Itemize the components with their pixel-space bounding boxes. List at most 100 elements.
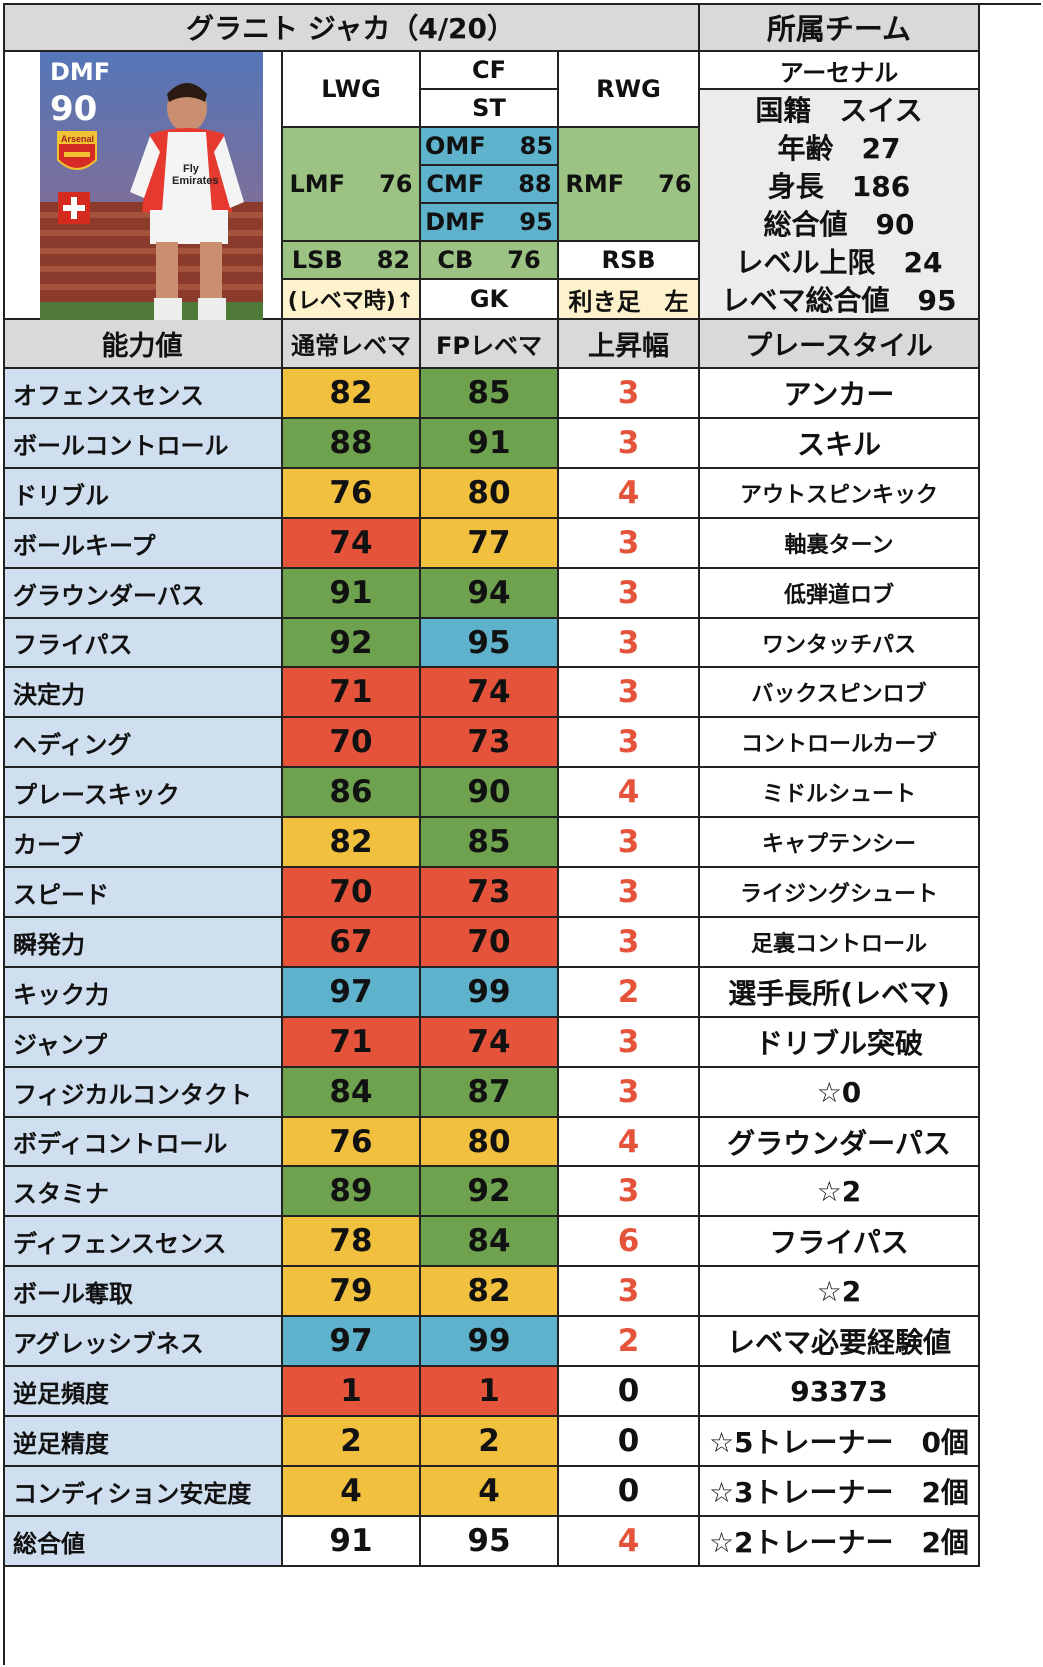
stat-fp-max: 2	[421, 1417, 559, 1467]
stat-increase: 3	[559, 818, 700, 868]
stat-fp-max: 1	[421, 1367, 559, 1417]
stat-fp-max: 73	[421, 868, 559, 918]
stat-fp-max: 85	[421, 818, 559, 868]
stat-normal-max: 74	[283, 519, 421, 569]
side-item: 足裏コントロール	[700, 918, 980, 968]
pos-dmf: DMF 95	[421, 204, 559, 242]
side-item: アンカー	[700, 369, 980, 419]
stat-normal-max: 2	[283, 1417, 421, 1467]
stat-increase: 3	[559, 1068, 700, 1118]
stat-label: ボールキープ	[3, 519, 283, 569]
side-item: コントロールカーブ	[700, 718, 980, 768]
stat-normal-max: 82	[283, 818, 421, 868]
stat-fp-max: 82	[421, 1267, 559, 1317]
pos-omf: OMF 85	[421, 128, 559, 166]
stat-label: 逆足頻度	[3, 1367, 283, 1417]
stat-increase: 0	[559, 1417, 700, 1467]
stat-fp-max: 87	[421, 1068, 559, 1118]
stat-normal-max: 76	[283, 1118, 421, 1167]
pos-rmf: RMF 76	[559, 128, 700, 242]
pos-rwg: RWG	[559, 52, 700, 128]
side-item: ドリブル突破	[700, 1018, 980, 1068]
side-item: 93373	[700, 1367, 980, 1417]
stat-normal-max: 91	[283, 1517, 421, 1567]
side-item: 選手長所(レベマ)	[700, 968, 980, 1018]
stat-label: ボールコントロール	[3, 419, 283, 469]
side-item: ライジングシュート	[700, 868, 980, 918]
pos-lmf: LMF 76	[283, 128, 421, 242]
overall: 総合値 90	[700, 204, 980, 242]
stat-label: ドリブル	[3, 469, 283, 519]
stat-fp-max: 95	[421, 1517, 559, 1567]
stat-label: スピード	[3, 868, 283, 918]
side-item: ☆3トレーナー 2個	[700, 1467, 980, 1517]
stat-fp-max: 95	[421, 619, 559, 668]
stat-label: ディフェンスセンス	[3, 1217, 283, 1267]
stat-label: ジャンプ	[3, 1018, 283, 1068]
stat-increase: 6	[559, 1217, 700, 1267]
stat-normal-max: 71	[283, 668, 421, 718]
max-overall: レベマ総合値 95	[700, 280, 980, 320]
header-fp: FPレベマ	[421, 320, 559, 369]
stat-fp-max: 74	[421, 1018, 559, 1068]
pos-cmf: CMF 88	[421, 166, 559, 204]
stat-fp-max: 77	[421, 519, 559, 569]
stat-label: 瞬発力	[3, 918, 283, 968]
stat-increase: 0	[559, 1367, 700, 1417]
pos-st: ST	[421, 90, 559, 128]
pos-rsb: RSB	[559, 242, 700, 280]
player-title: グラニト ジャカ（4/20）	[3, 3, 700, 52]
stat-fp-max: 94	[421, 569, 559, 619]
stat-normal-max: 67	[283, 918, 421, 968]
stat-increase: 3	[559, 1018, 700, 1068]
stat-fp-max: 92	[421, 1167, 559, 1217]
stat-increase: 3	[559, 369, 700, 419]
side-item: 軸裏ターン	[700, 519, 980, 569]
player-card-image: Fly Emirates DMF 90 Arsenal	[40, 52, 263, 330]
age: 年齢 27	[700, 128, 980, 166]
stat-label: ヘディング	[3, 718, 283, 768]
stat-label: フィジカルコンタクト	[3, 1068, 283, 1118]
stat-fp-max: 70	[421, 918, 559, 968]
stat-label: ボディコントロール	[3, 1118, 283, 1167]
stat-fp-max: 80	[421, 469, 559, 519]
level-cap: レベル上限 24	[700, 242, 980, 280]
stat-increase: 4	[559, 1517, 700, 1567]
stat-normal-max: 92	[283, 619, 421, 668]
svg-text:Emirates: Emirates	[172, 175, 218, 187]
stat-label: コンディション安定度	[3, 1467, 283, 1517]
header-ability: 能力値	[3, 320, 283, 369]
side-item: レベマ必要経験値	[700, 1317, 980, 1367]
height: 身長 186	[700, 166, 980, 204]
team-header: 所属チーム	[700, 3, 980, 52]
side-item: ☆2	[700, 1267, 980, 1317]
stat-label: 総合値	[3, 1517, 283, 1567]
max-level-note: (レベマ時)↑	[283, 280, 421, 320]
stat-fp-max: 84	[421, 1217, 559, 1267]
stat-fp-max: 4	[421, 1467, 559, 1517]
stat-normal-max: 78	[283, 1217, 421, 1267]
team-name: アーセナル	[700, 52, 980, 90]
badge-text: Arsenal	[61, 134, 94, 144]
stat-fp-max: 74	[421, 668, 559, 718]
stat-label: ボール奪取	[3, 1267, 283, 1317]
pos-cf: CF	[421, 52, 559, 90]
stat-fp-max: 90	[421, 768, 559, 818]
stat-normal-max: 82	[283, 369, 421, 419]
stat-increase: 0	[559, 1467, 700, 1517]
stat-fp-max: 80	[421, 1118, 559, 1167]
side-item: ミドルシュート	[700, 768, 980, 818]
stat-increase: 3	[559, 519, 700, 569]
stat-increase: 3	[559, 1267, 700, 1317]
preferred-foot: 利き足 左	[559, 280, 700, 320]
stat-increase: 4	[559, 469, 700, 519]
stat-normal-max: 70	[283, 718, 421, 768]
side-item: フライパス	[700, 1217, 980, 1267]
stat-normal-max: 89	[283, 1167, 421, 1217]
stat-normal-max: 76	[283, 469, 421, 519]
stat-normal-max: 84	[283, 1068, 421, 1118]
stat-fp-max: 91	[421, 419, 559, 469]
nationality: 国籍 スイス	[700, 90, 980, 128]
side-item: スキル	[700, 419, 980, 469]
